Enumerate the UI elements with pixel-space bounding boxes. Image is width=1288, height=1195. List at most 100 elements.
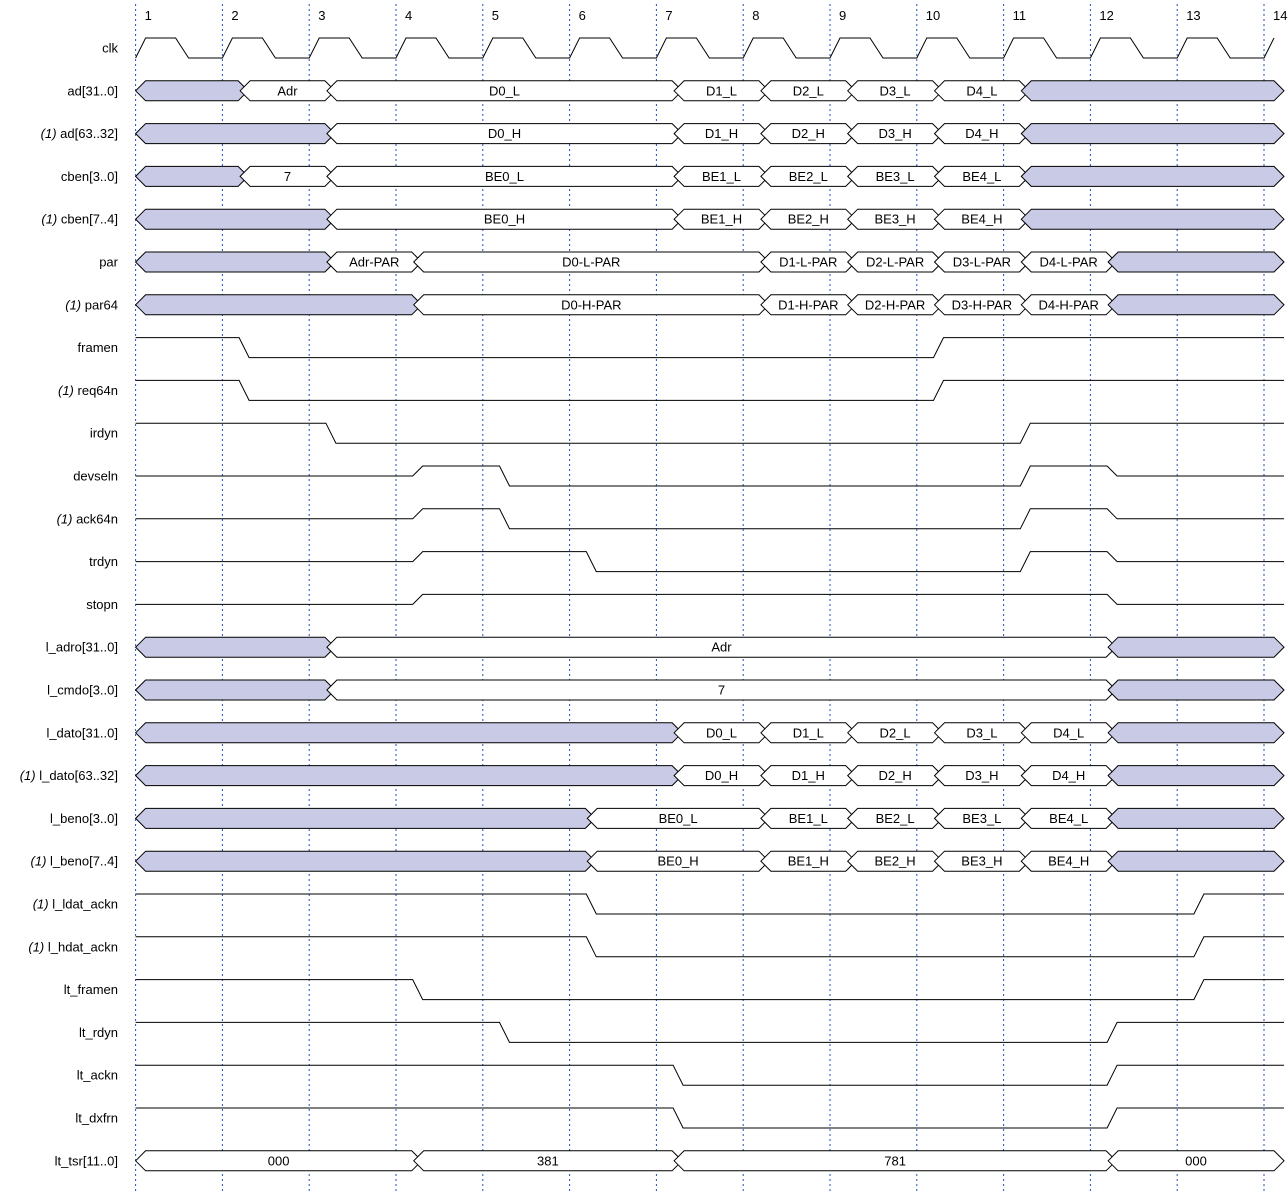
bus-segment-invalid: [1107, 294, 1285, 316]
signal-label: cben[3..0]: [61, 169, 118, 184]
wire-waveform: [135, 936, 1284, 958]
signal-label: l_beno[3..0]: [50, 811, 118, 826]
bus-value: D0_L: [706, 725, 737, 740]
bus-segment-invalid: [1020, 208, 1285, 230]
signal-label: (1) ad[63..32]: [41, 126, 118, 141]
bus-segment-invalid: [134, 80, 249, 102]
signal-wave: D0_H D1_H D2_H D3_H D4_H: [134, 765, 1285, 787]
bus-segment: [1107, 1150, 1285, 1172]
cycle-label: 6: [579, 8, 586, 23]
bus-segment-invalid: [1107, 807, 1285, 829]
signal-label: clk: [102, 41, 118, 56]
bus-segment-invalid: [1107, 251, 1285, 273]
signal-label-prefix: (1): [20, 768, 36, 783]
bus-value: BE0_L: [659, 811, 698, 826]
bus-value: D3_L: [966, 725, 997, 740]
bus-value: D4_L: [966, 83, 997, 98]
bus-value: D2_L: [793, 83, 824, 98]
signal-label: (1) l_beno[7..4]: [31, 854, 118, 869]
bus-value: D0_L: [489, 83, 520, 98]
signal-label-name: l_beno[7..4]: [50, 854, 118, 869]
bus-value: D3_H: [965, 768, 998, 783]
bus-value: Adr: [711, 640, 732, 655]
signal-label: l_adro[31..0]: [46, 640, 118, 655]
bus-value: D2_L: [880, 725, 911, 740]
signal-label-name: ack64n: [76, 511, 118, 526]
signal-label-name: clk: [102, 41, 118, 56]
bus-segment-invalid: [134, 294, 423, 316]
signal-name-labels: clk ad[31..0] (1) ad[63..32] cben[3..0] (1) …: [20, 41, 119, 1169]
cycle-label: 3: [318, 8, 325, 23]
bus-value: D0-H-PAR: [561, 297, 621, 312]
bus-value: BE0_H: [484, 212, 525, 227]
signal-wave: [135, 1064, 1284, 1086]
bus-segment-invalid: [134, 208, 336, 230]
bus-value: BE1_L: [789, 811, 828, 826]
signal-label-name: lt_tsr[11..0]: [55, 1153, 118, 1168]
bus-segment-invalid: [1107, 679, 1285, 701]
bus-segment-invalid: [1107, 636, 1285, 658]
bus-value: D1_L: [793, 725, 824, 740]
bus-value: D4-H-PAR: [1038, 297, 1098, 312]
bus-value: BE1_H: [788, 854, 829, 869]
signal-label-name: lt_rdyn: [79, 1025, 118, 1040]
bus-segment-invalid: [1020, 165, 1285, 187]
bus-value: BE2_L: [876, 811, 915, 826]
bus-value: Adr-PAR: [349, 255, 399, 270]
bus-value: BE1_L: [702, 169, 741, 184]
signal-wave: [135, 936, 1284, 958]
bus-segment-invalid: [134, 251, 336, 273]
signal-wave: [135, 1107, 1284, 1129]
bus-value: D1_H: [792, 768, 825, 783]
cycle-label: 11: [1013, 8, 1027, 23]
signal-wave: [135, 422, 1284, 444]
signal-label-name: lt_ackn: [77, 1068, 118, 1083]
signal-label: (1) l_dato[63..32]: [20, 768, 118, 783]
bus-value: D2_H: [792, 126, 825, 141]
bus-value: BE3_H: [961, 854, 1002, 869]
signal-label: (1) l_hdat_ackn: [28, 939, 118, 954]
signal-wave: 000 381 781 000: [134, 1150, 1285, 1172]
bus-value: BE3_L: [876, 169, 915, 184]
bus-segment-invalid: [1107, 722, 1285, 744]
cycle-label: 8: [752, 8, 759, 23]
signal-label-prefix: (1): [58, 383, 74, 398]
cycle-label: 10: [926, 8, 940, 23]
signal-label-name: framen: [78, 340, 118, 355]
signal-label-name: l_hdat_ackn: [48, 939, 118, 954]
signal-label: par: [99, 255, 118, 270]
signal-label-name: par: [99, 255, 118, 270]
wire-waveform: [135, 1021, 1284, 1043]
signal-wave: BE0_L BE1_L BE2_L BE3_L BE4_L: [134, 807, 1285, 829]
bus-value: BE2_H: [788, 212, 829, 227]
signal-wave: D0_L D1_L D2_L D3_L D4_L: [134, 722, 1285, 744]
signal-label-name: lt_dxfrn: [75, 1111, 118, 1126]
cycle-label: 13: [1186, 8, 1200, 23]
signal-label: lt_framen: [64, 982, 118, 997]
wire-waveform: [135, 551, 1284, 573]
cycle-label: 5: [492, 8, 499, 23]
wire-waveform: [135, 465, 1284, 487]
cycle-number-labels: 1 2 3 4 5 6 7 8 9 10 11 12 13 14: [145, 8, 1288, 23]
wire-waveform: [135, 593, 1284, 605]
bus-value: D4_H: [965, 126, 998, 141]
bus-segment-invalid: [1107, 850, 1285, 872]
bus-segment-invalid: [134, 722, 683, 744]
signal-label: (1) req64n: [58, 383, 118, 398]
signal-label-name: cben[7..4]: [61, 212, 118, 227]
bus-value: 781: [884, 1153, 906, 1168]
bus-value: D2_H: [878, 768, 911, 783]
bus-value: D1_H: [705, 126, 738, 141]
bus-value: 381: [537, 1153, 559, 1168]
signal-label-name: l_ldat_ackn: [52, 897, 118, 912]
wire-waveform: [135, 979, 1284, 1001]
bus-value: BE1_H: [701, 212, 742, 227]
signal-label-name: req64n: [78, 383, 118, 398]
bus-segment-invalid: [134, 679, 336, 701]
bus-value: D2-H-PAR: [865, 297, 925, 312]
cycle-label: 9: [839, 8, 846, 23]
signal-wave: Adr D0_L D1_L D2_L D3_L D4_L: [134, 80, 1285, 102]
signal-label: lt_rdyn: [79, 1025, 118, 1040]
signal-wave: BE0_H BE1_H BE2_H BE3_H BE4_H: [134, 850, 1285, 872]
